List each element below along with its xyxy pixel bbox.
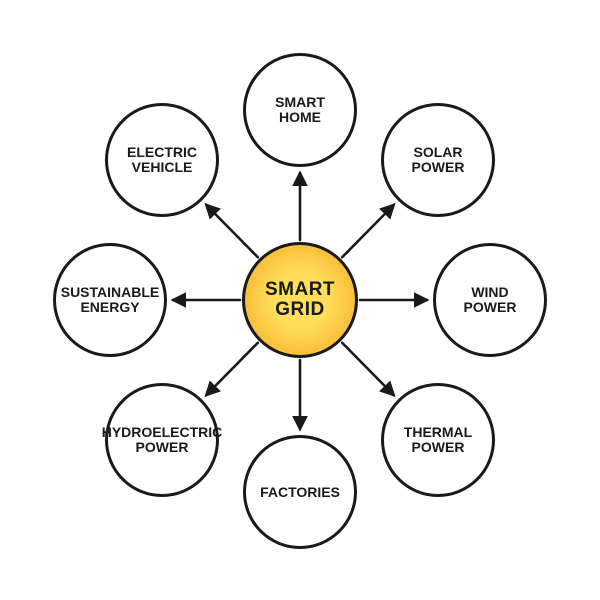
arrow-hydroelectric-power xyxy=(206,343,258,395)
node-label: ELECTRIC VEHICLE xyxy=(121,139,203,180)
node-solar-power: SOLAR POWER xyxy=(381,103,495,217)
center-label: SMART GRID xyxy=(259,274,341,326)
arrow-solar-power xyxy=(342,205,394,257)
node-hydroelectric-power: HYDROELECTRIC POWER xyxy=(105,383,219,497)
node-label: THERMAL POWER xyxy=(398,419,478,460)
node-smart-home: SMART HOME xyxy=(243,53,357,167)
node-wind-power: WIND POWER xyxy=(433,243,547,357)
node-label: SMART HOME xyxy=(269,89,331,130)
center-node: SMART GRID xyxy=(242,242,358,358)
node-label: FACTORIES xyxy=(254,479,346,506)
node-sustainable-energy: SUSTAINABLE ENERGY xyxy=(53,243,167,357)
mindmap-stage: SMART GRID SMART HOME SOLAR POWER WIND POWE… xyxy=(0,0,600,600)
node-label: WIND POWER xyxy=(458,279,523,320)
node-label: SOLAR POWER xyxy=(406,139,471,180)
node-electric-vehicle: ELECTRIC VEHICLE xyxy=(105,103,219,217)
arrow-thermal-power xyxy=(342,343,394,395)
arrow-electric-vehicle xyxy=(206,205,258,257)
node-label: HYDROELECTRIC POWER xyxy=(96,419,229,460)
node-label: SUSTAINABLE ENERGY xyxy=(55,279,166,320)
node-thermal-power: THERMAL POWER xyxy=(381,383,495,497)
node-factories: FACTORIES xyxy=(243,435,357,549)
